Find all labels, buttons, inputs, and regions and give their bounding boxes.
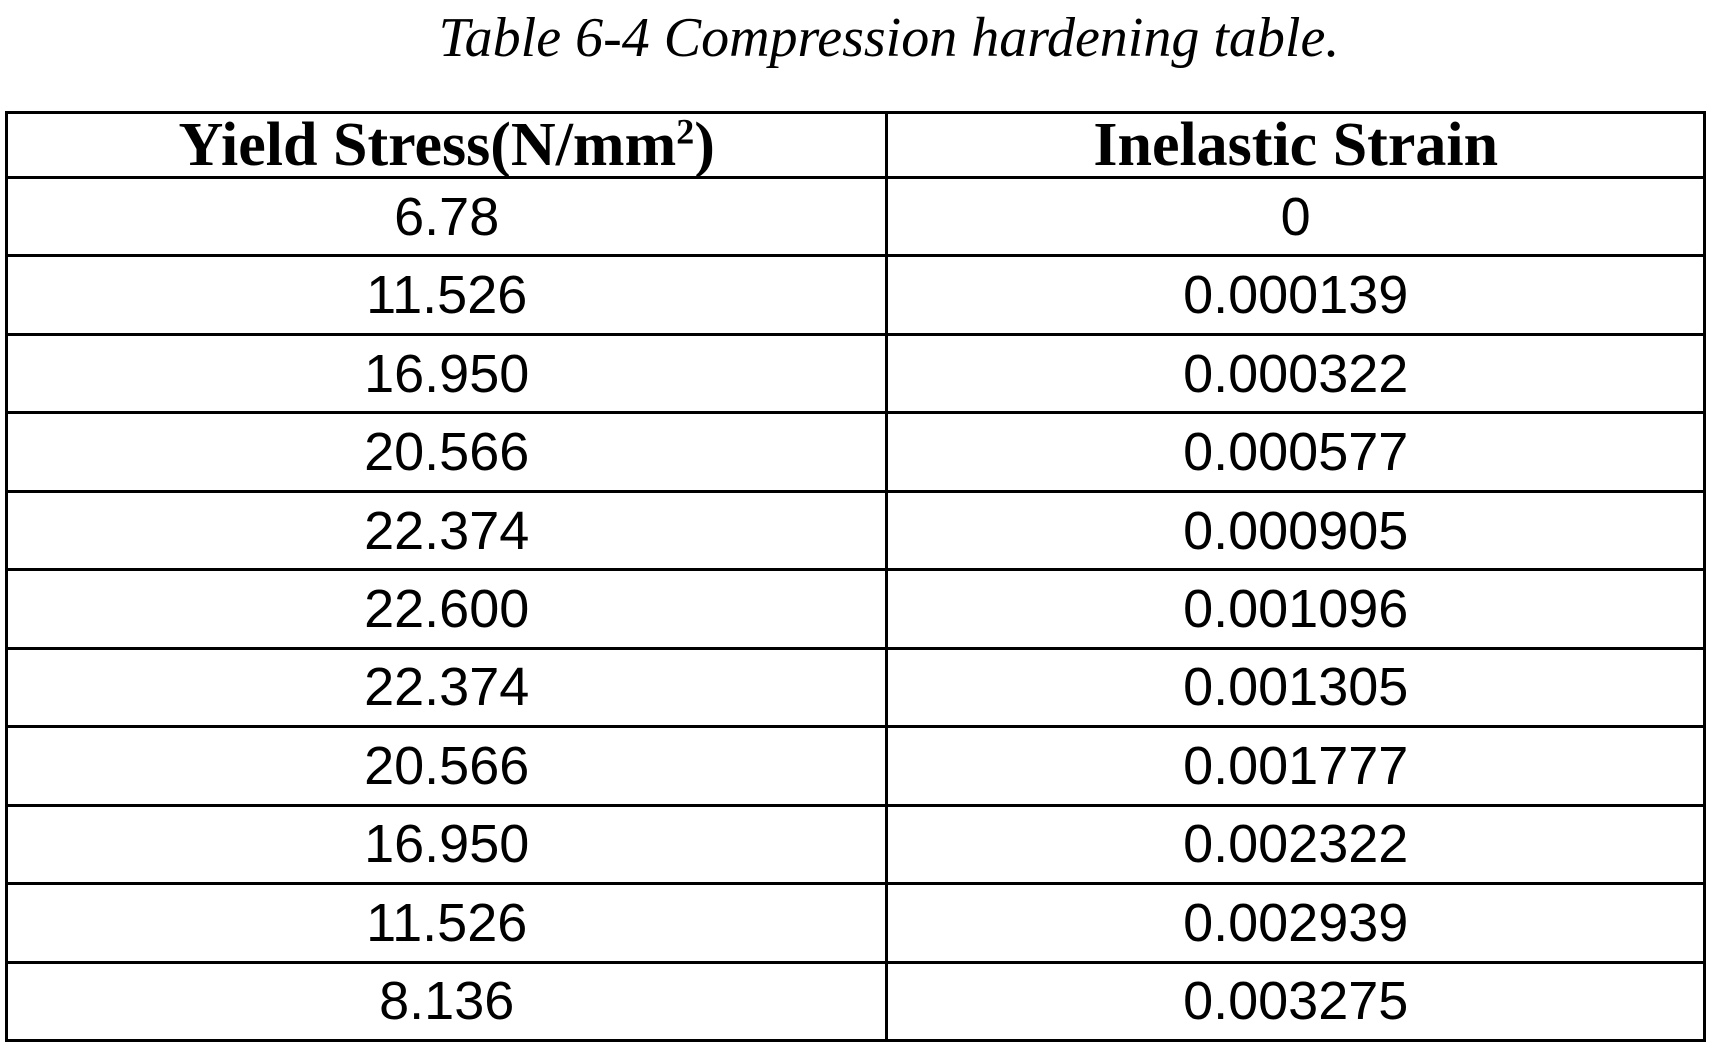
inelastic-strain-cell: 0 xyxy=(885,175,1706,258)
yield-stress-cell: 22.600 xyxy=(4,568,889,650)
table-row: 16.950 0.000322 xyxy=(4,332,1706,415)
table-row: 6.78 0 xyxy=(4,175,1706,258)
table-header: Yield Stress(N/mm2) Inelastic Strain xyxy=(4,111,1706,179)
compression-hardening-table: Yield Stress(N/mm2) Inelastic Strain 6.7… xyxy=(4,111,1706,1043)
inelastic-strain-cell: 0.000577 xyxy=(885,411,1706,493)
yield-stress-cell: 16.950 xyxy=(4,803,889,886)
yield-stress-cell: 11.526 xyxy=(4,882,889,964)
inelastic-strain-cell: 0.001777 xyxy=(885,725,1706,807)
column-header-inelastic-strain: Inelastic Strain xyxy=(885,111,1706,179)
table-row: 22.374 0.000905 xyxy=(4,489,1706,572)
inelastic-strain-cell: 0.000322 xyxy=(885,332,1706,415)
yield-stress-cell: 20.566 xyxy=(4,725,889,807)
yield-stress-cell: 22.374 xyxy=(4,646,889,729)
inelastic-strain-cell: 0.001305 xyxy=(885,646,1706,729)
inelastic-strain-cell: 0.002322 xyxy=(885,803,1706,886)
table-row: 11.526 0.000139 xyxy=(4,254,1706,336)
yield-stress-label-prefix: Yield Stress(N/mm xyxy=(178,112,677,178)
inelastic-strain-cell: 0.001096 xyxy=(885,568,1706,650)
table-row: 20.566 0.000577 xyxy=(4,411,1706,493)
header-row: Yield Stress(N/mm2) Inelastic Strain xyxy=(4,111,1706,179)
inelastic-strain-cell: 0.000139 xyxy=(885,254,1706,336)
yield-stress-label-suffix: ) xyxy=(694,112,715,178)
table-row: 22.600 0.001096 xyxy=(4,568,1706,650)
yield-stress-cell: 22.374 xyxy=(4,489,889,572)
yield-stress-cell: 20.566 xyxy=(4,411,889,493)
table-row: 20.566 0.001777 xyxy=(4,725,1706,807)
table-body: 6.78 0 11.526 0.000139 16.950 0.000322 2… xyxy=(4,175,1706,1043)
yield-stress-cell: 6.78 xyxy=(4,175,889,258)
table-row: 11.526 0.002939 xyxy=(4,882,1706,964)
inelastic-strain-cell: 0.003275 xyxy=(885,960,1706,1043)
yield-stress-cell: 8.136 xyxy=(4,960,889,1043)
inelastic-strain-cell: 0.000905 xyxy=(885,489,1706,572)
yield-stress-label-superscript: 2 xyxy=(676,112,695,152)
table-row: 8.136 0.003275 xyxy=(4,960,1706,1043)
yield-stress-cell: 16.950 xyxy=(4,332,889,415)
inelastic-strain-cell: 0.002939 xyxy=(885,882,1706,964)
column-header-yield-stress: Yield Stress(N/mm2) xyxy=(4,111,889,179)
table-caption: Table 6-4 Compression hardening table. xyxy=(438,7,1340,69)
yield-stress-cell: 11.526 xyxy=(4,254,889,336)
table-row: 22.374 0.001305 xyxy=(4,646,1706,729)
table-row: 16.950 0.002322 xyxy=(4,803,1706,886)
